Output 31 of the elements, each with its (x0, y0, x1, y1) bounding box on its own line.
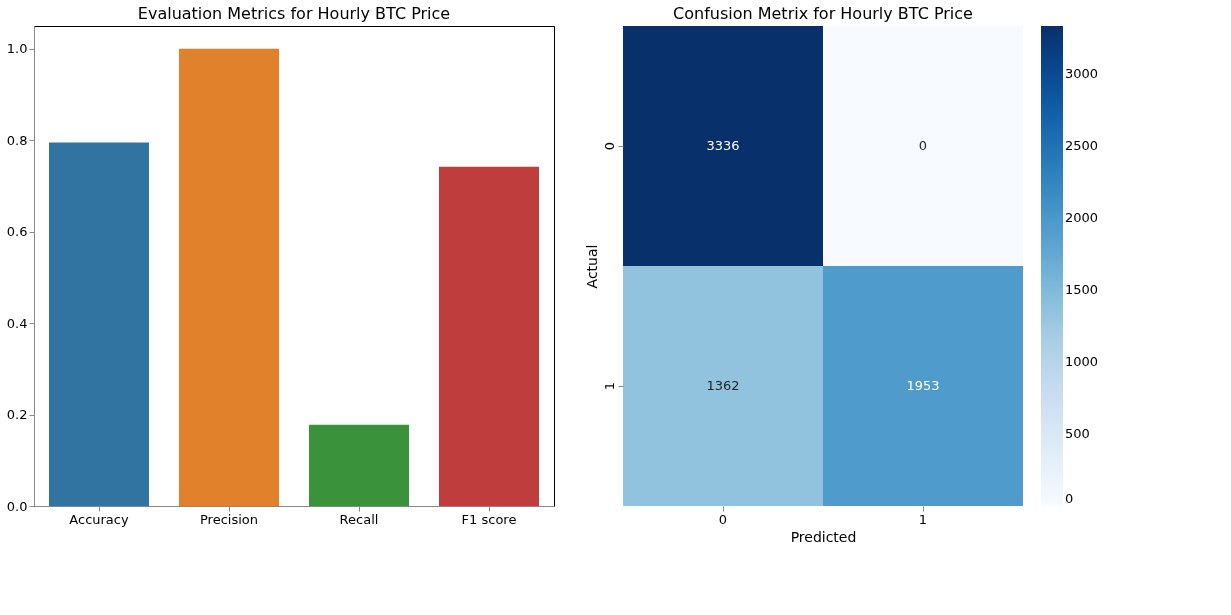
color-bar-label: 0 (1065, 491, 1074, 506)
x-axis-title: Predicted (790, 528, 857, 545)
data-label: 3336 (706, 138, 740, 153)
y-tick-label: 0.0 (6, 498, 28, 514)
x-tick-label: F1 score (461, 511, 517, 527)
bar (439, 166, 539, 506)
color-bar-label: 2000 (1065, 210, 1099, 226)
y-tick-label: 0.6 (6, 224, 28, 240)
color-bar-label: 500 (1065, 426, 1090, 442)
x-tick-label: Accuracy (69, 511, 129, 527)
x-tick-label: 0 (718, 511, 728, 527)
color-bar-label: 1000 (1065, 354, 1099, 370)
bar (179, 48, 279, 506)
y-tick-label: 0.4 (6, 315, 28, 331)
color-bar-label: 3000 (1065, 66, 1099, 82)
data-label: 1953 (906, 378, 940, 393)
color-bar-label: 2500 (1065, 138, 1099, 154)
y-tick-label: 0.8 (6, 132, 28, 148)
y-tick-label: 1.0 (6, 41, 28, 57)
data-label: 1362 (706, 378, 740, 393)
bar (309, 424, 409, 506)
color-bar-label: 1500 (1065, 282, 1099, 298)
chart-title: Confusion Metrix for Hourly BTC Price (673, 4, 973, 23)
x-tick-label: Precision (199, 511, 259, 527)
y-tick-label: 0.2 (6, 407, 28, 423)
bar (49, 142, 149, 506)
chart-title: Evaluation Metrics for Hourly BTC Price (137, 4, 451, 23)
x-tick-label: Recall (339, 511, 379, 527)
x-tick-label: 1 (918, 511, 928, 527)
data-label: 0 (918, 138, 928, 153)
y-axis-title: Actual (583, 244, 600, 289)
